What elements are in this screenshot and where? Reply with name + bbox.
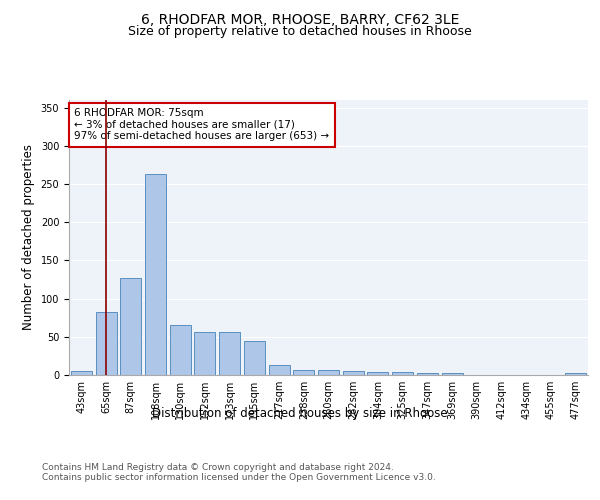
Bar <box>565 374 586 375</box>
Text: 6, RHODFAR MOR, RHOOSE, BARRY, CF62 3LE: 6, RHODFAR MOR, RHOOSE, BARRY, CF62 3LE <box>141 12 459 26</box>
Bar <box>194 332 215 375</box>
Bar <box>367 372 388 375</box>
Bar <box>392 372 413 375</box>
Bar <box>442 374 463 375</box>
Bar <box>293 370 314 375</box>
Text: Size of property relative to detached houses in Rhoose: Size of property relative to detached ho… <box>128 25 472 38</box>
Bar <box>318 370 339 375</box>
Bar <box>343 371 364 375</box>
Bar <box>417 372 438 375</box>
Bar <box>244 340 265 375</box>
Bar <box>219 332 240 375</box>
Text: Contains HM Land Registry data © Crown copyright and database right 2024.
Contai: Contains HM Land Registry data © Crown c… <box>42 462 436 482</box>
Bar <box>170 326 191 375</box>
Bar <box>269 365 290 375</box>
Y-axis label: Number of detached properties: Number of detached properties <box>22 144 35 330</box>
Bar <box>145 174 166 375</box>
Text: 6 RHODFAR MOR: 75sqm
← 3% of detached houses are smaller (17)
97% of semi-detach: 6 RHODFAR MOR: 75sqm ← 3% of detached ho… <box>74 108 329 142</box>
Text: Distribution of detached houses by size in Rhoose: Distribution of detached houses by size … <box>152 408 448 420</box>
Bar <box>95 312 116 375</box>
Bar <box>120 278 141 375</box>
Bar <box>71 371 92 375</box>
